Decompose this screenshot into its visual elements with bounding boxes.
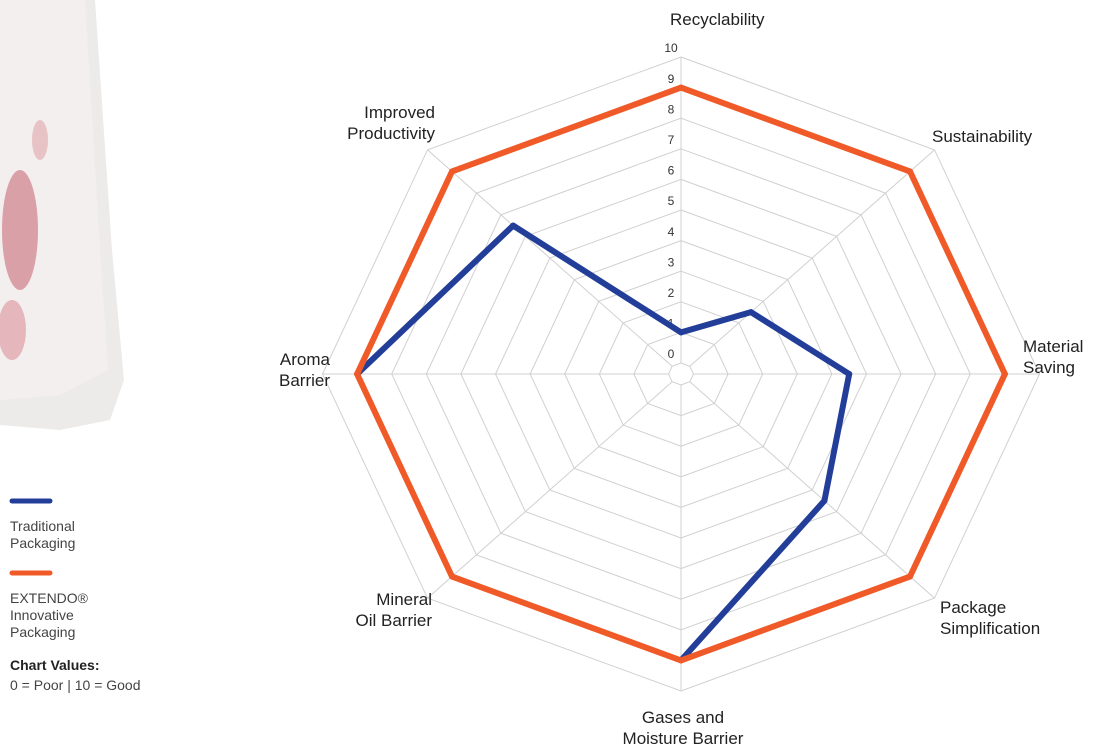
grid-ring (667, 362, 695, 386)
series-segment (510, 222, 684, 336)
series-segment (448, 573, 684, 664)
r-tick-label: 2 (668, 286, 675, 300)
category-label: Package Simplification (940, 598, 1041, 638)
spoke (689, 381, 935, 599)
series-segment (354, 222, 517, 377)
note-text: 0 = Poor | 10 = Good (10, 677, 141, 693)
series-segment (354, 371, 455, 580)
r-tick-label: 7 (668, 133, 675, 147)
legend-label: Traditional Packaging (10, 518, 76, 551)
series-segment (907, 168, 1008, 377)
r-tick-label: 6 (668, 164, 675, 178)
category-label: Improved Productivity (347, 103, 435, 143)
r-tick-label: 10 (664, 41, 678, 55)
r-tick-label: 4 (668, 225, 675, 239)
r-tick-label: 9 (668, 72, 675, 86)
product-photo (0, 0, 124, 430)
spoke (427, 149, 673, 367)
spoke (427, 381, 673, 599)
r-tick-label: 8 (668, 102, 675, 116)
category-label: Recyclability (670, 10, 765, 29)
r-tick-label: 3 (668, 255, 675, 269)
category-label: Material Saving (1023, 337, 1084, 377)
category-label: Gases and Moisture Barrier (622, 708, 744, 748)
series-segment (748, 309, 853, 377)
spoke (689, 149, 935, 367)
series-segment (907, 371, 1008, 580)
series-segment (678, 84, 914, 175)
legend-label: EXTENDO® Innovative Packaging (10, 590, 88, 640)
note-title: Chart Values: (10, 657, 100, 673)
series-segment (678, 497, 828, 664)
series-segment (354, 168, 455, 377)
r-tick-label: 5 (668, 194, 675, 208)
series-segment (678, 573, 914, 664)
series-segment (678, 309, 755, 336)
series-segment (448, 84, 684, 175)
category-label: Mineral Oil Barrier (355, 590, 432, 630)
category-label: Sustainability (932, 127, 1033, 146)
category-label: Aroma Barrier (278, 350, 330, 390)
series-segment (821, 371, 853, 504)
r-tick-label: 0 (668, 347, 675, 361)
